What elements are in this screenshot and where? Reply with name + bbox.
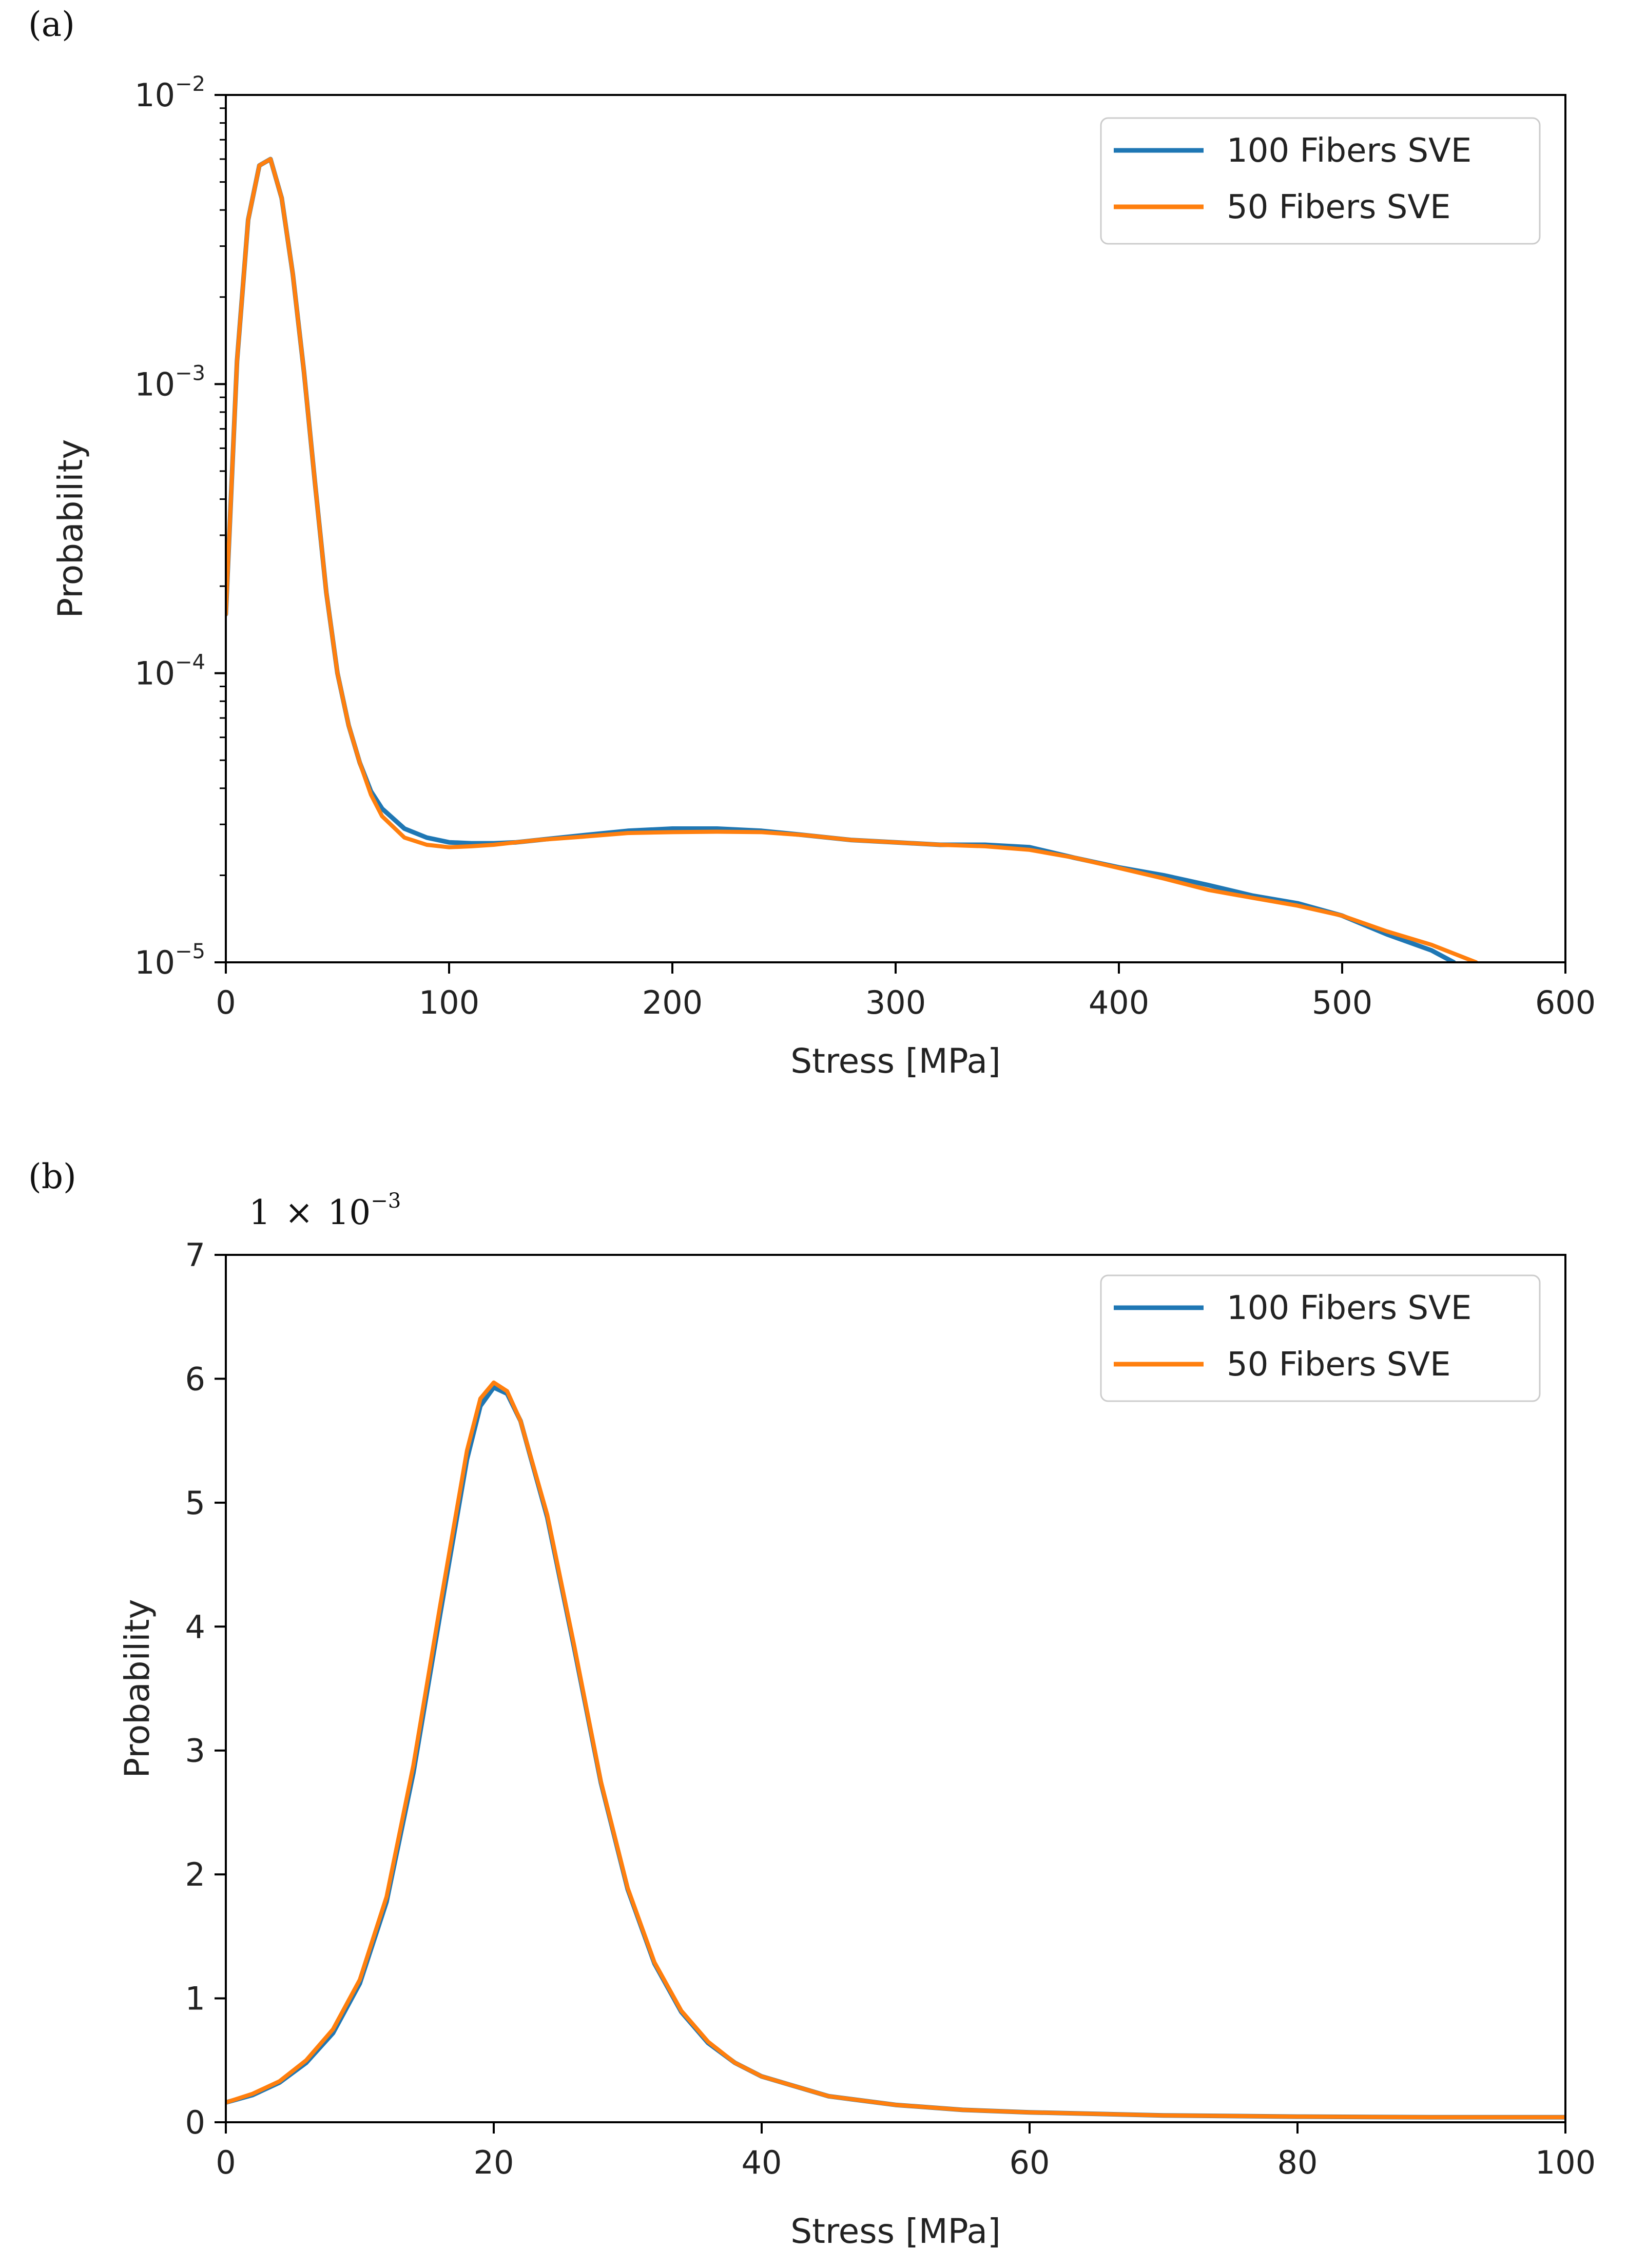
x-tick-label: 100 bbox=[419, 984, 479, 1021]
panel-a-x-ticks: 0 100 200 300 400 500 600 bbox=[216, 962, 1596, 1021]
y-tick-label: 10−3 bbox=[134, 361, 205, 403]
panel-a-x-axis-label: Stress [MPa] bbox=[790, 1041, 1001, 1081]
panel-a-legend-entry-50: 50 Fibers SVE bbox=[1227, 188, 1451, 226]
y-tick-label: 2 bbox=[185, 1856, 205, 1893]
panel-a-y-ticks: 10−5 10−4 10−3 10−2 bbox=[134, 72, 226, 981]
series-line-50-fibers bbox=[226, 157, 1478, 962]
x-tick-label: 0 bbox=[216, 2144, 236, 2181]
y-tick-label: 10−5 bbox=[134, 940, 205, 981]
y-tick-label: 10−2 bbox=[134, 72, 205, 114]
series-line-50-fibers bbox=[226, 1380, 1565, 2120]
x-tick-label: 400 bbox=[1089, 984, 1149, 1021]
x-tick-label: 0 bbox=[216, 984, 236, 1021]
y-tick-label: 5 bbox=[185, 1484, 205, 1522]
panel-b-label: (b) bbox=[28, 1157, 76, 1196]
x-tick-label: 60 bbox=[1010, 2144, 1050, 2181]
panel-b-y-axis-label: Probability bbox=[118, 1599, 157, 1778]
panel-b-series-group bbox=[226, 1380, 1565, 2120]
panel-b-x-ticks: 0 20 40 60 80 100 bbox=[216, 2122, 1596, 2181]
y-tick-label: 10−4 bbox=[134, 651, 205, 692]
x-tick-label: 100 bbox=[1535, 2144, 1596, 2181]
x-tick-label: 200 bbox=[642, 984, 703, 1021]
panel-b-legend-entry-100: 100 Fibers SVE bbox=[1227, 1289, 1471, 1327]
x-tick-label: 500 bbox=[1312, 984, 1372, 1021]
x-tick-label: 600 bbox=[1535, 984, 1596, 1021]
panel-b-legend-box bbox=[1100, 1274, 1541, 1402]
panel-a-label: (a) bbox=[28, 5, 75, 44]
x-tick-label: 20 bbox=[474, 2144, 514, 2181]
panel-a-y-axis-label: Probability bbox=[51, 439, 90, 618]
y-tick-label: 1 bbox=[185, 1980, 205, 2018]
series-line-100-fibers bbox=[226, 1385, 1565, 2120]
panel-b-x-axis-label: Stress [MPa] bbox=[790, 2212, 1001, 2251]
panel-a: (a) 0 100 200 300 400 500 600 10−5 10−4 10−3 10−2… bbox=[28, 5, 1596, 1081]
series-line-100-fibers bbox=[226, 157, 1456, 962]
panel-b-legend-entry-50: 50 Fibers SVE bbox=[1227, 1346, 1451, 1384]
y-tick-label: 4 bbox=[185, 1608, 205, 1645]
x-tick-label: 80 bbox=[1277, 2144, 1318, 2181]
x-tick-label: 300 bbox=[865, 984, 926, 1021]
panel-a-legend: 100 Fibers SVE 50 Fibers SVE bbox=[1100, 117, 1541, 245]
panel-b-y-ticks: 0 1 2 3 4 5 6 7 bbox=[185, 1236, 226, 2141]
panel-b-y-multiplier: 1 × 10−3 bbox=[249, 1189, 401, 1232]
panel-b: (b) 1 × 10−3 0 20 40 60 80 100 0 1 2 3 4 5 6 7 Stress … bbox=[28, 1157, 1596, 2251]
panel-b-legend: 100 Fibers SVE 50 Fibers SVE bbox=[1100, 1274, 1541, 1402]
panel-a-series-group bbox=[226, 157, 1478, 962]
y-tick-label: 0 bbox=[185, 2104, 205, 2141]
y-tick-label: 6 bbox=[185, 1360, 205, 1398]
panel-a-legend-entry-100: 100 Fibers SVE bbox=[1227, 132, 1471, 170]
panel-a-legend-box bbox=[1100, 117, 1541, 245]
y-tick-label: 7 bbox=[185, 1236, 205, 1274]
panel-b-plot-frame bbox=[225, 1254, 1566, 2123]
y-tick-label: 3 bbox=[185, 1732, 205, 1770]
x-tick-label: 40 bbox=[742, 2144, 782, 2181]
